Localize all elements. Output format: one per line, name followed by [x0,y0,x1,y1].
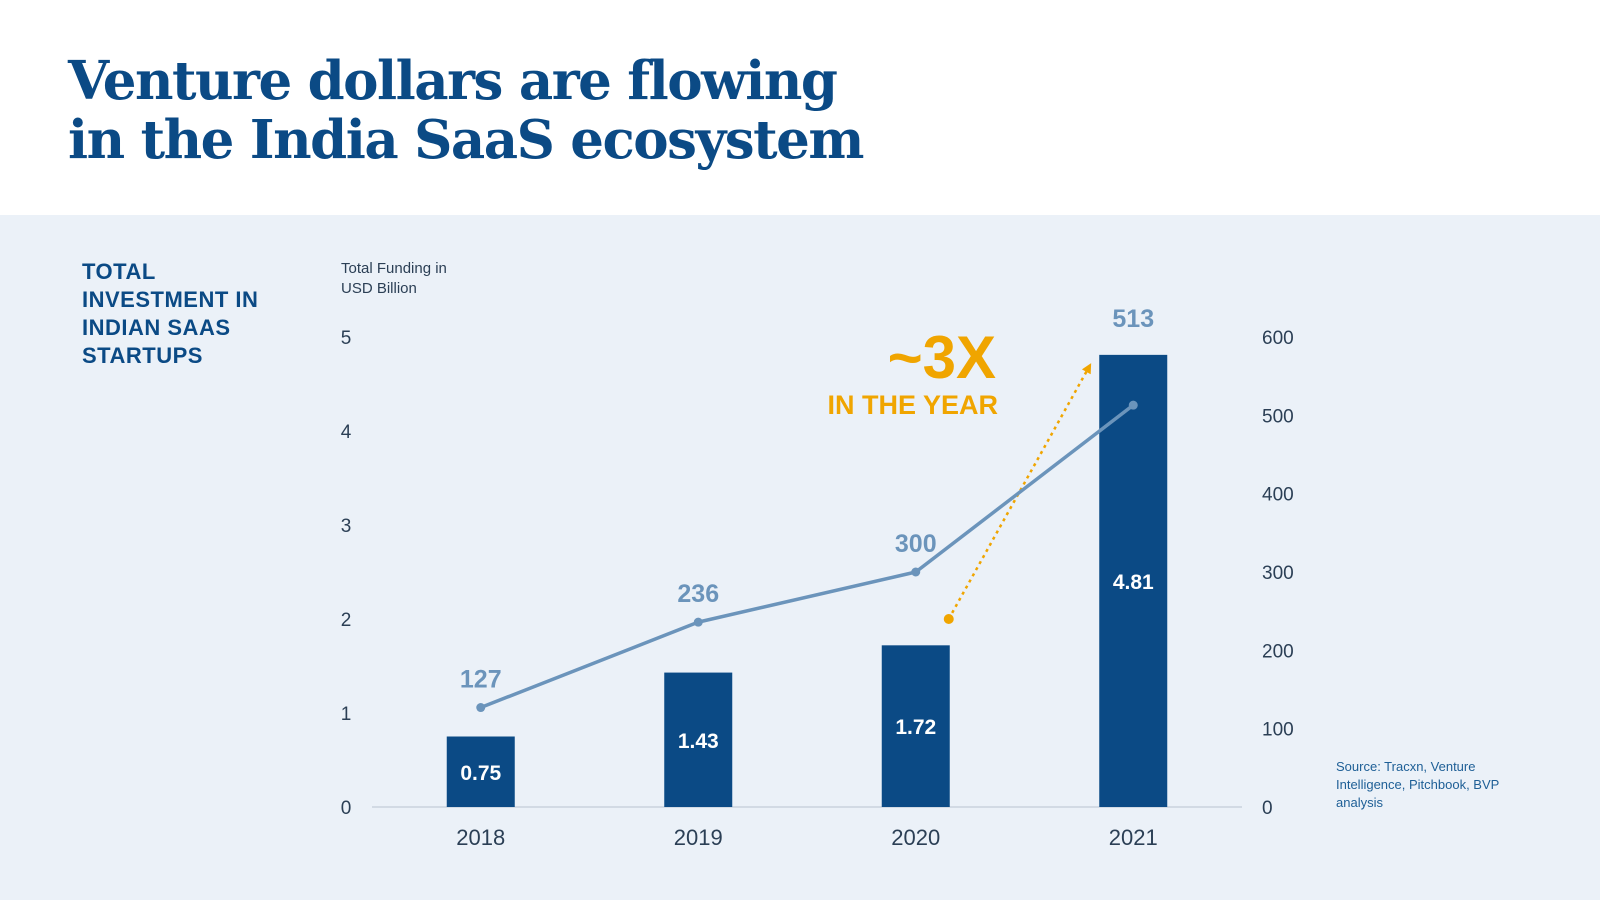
section-label-line: INDIAN SAAS [82,315,231,340]
section-label-line: STARTUPS [82,343,203,368]
line-value-label: 127 [460,666,502,694]
section-label-line: TOTAL [82,259,156,284]
x-tick-label: 2021 [1109,825,1158,850]
y-axis-title-line: Total Funding in [341,260,447,277]
right-tick-label: 600 [1262,328,1294,349]
growth-arrow-head [1081,363,1092,375]
x-tick-label: 2020 [891,825,940,850]
bar [1099,354,1168,807]
y-axis-title: Total Funding in USD Billion [341,259,447,299]
left-tick-label: 3 [341,516,352,537]
bar-value-label: 1.72 [895,716,936,739]
source-line: Source: Tracxn, Venture [1336,759,1476,774]
left-tick-label: 0 [341,798,352,819]
callout-multiplier: ~3X [888,324,996,391]
bars: 0.75 1.43 1.72 4.81 [446,354,1168,807]
left-tick-label: 5 [341,328,352,349]
source-note: Source: Tracxn, Venture Intelligence, Pi… [1336,758,1499,812]
left-tick-label: 1 [341,704,352,725]
x-axis-ticks: 2018 2019 2020 2021 [456,825,1157,850]
bar [664,672,733,807]
right-axis-ticks: 0 100 200 300 400 500 600 [1262,328,1294,819]
right-tick-label: 200 [1262,641,1294,662]
bar-value-label: 4.81 [1113,571,1154,594]
chart-section-label: TOTAL INVESTMENT IN INDIAN SAAS STARTUPS [82,258,258,370]
left-axis-ticks: 0 1 2 3 4 5 [341,328,352,819]
bar [881,645,950,807]
right-tick-label: 500 [1262,406,1294,427]
line-value-label: 300 [895,530,937,558]
growth-arrow-line [947,367,1090,620]
line-path [480,403,1135,710]
callout-caption: IN THE YEAR [827,390,998,420]
x-tick-label: 2019 [674,825,723,850]
y-axis-title-line: USD Billion [341,280,417,297]
x-tick-label: 2018 [456,825,505,850]
growth-arrow [943,363,1092,624]
section-label-line: INVESTMENT IN [82,287,259,312]
line-point [476,703,486,713]
growth-arrow-origin-dot [943,614,954,624]
title-line-1: Venture dollars are flowing [68,50,838,112]
source-line: Intelligence, Pitchbook, BVP [1336,777,1500,792]
page-title: Venture dollars are flowing in the India… [68,50,864,171]
line-series: 127 236 300 513 [460,305,1154,713]
line-value-label: 513 [1112,305,1154,333]
right-tick-label: 100 [1262,720,1294,741]
right-tick-label: 300 [1262,563,1294,584]
line-value-label: 236 [677,580,719,608]
source-line: analysis [1336,795,1383,810]
bar-value-label: 0.75 [460,762,501,785]
line-point [1128,400,1138,410]
bar-value-label: 1.43 [678,730,719,753]
title-line-2: in the India SaaS ecosystem [68,109,864,171]
right-tick-label: 0 [1262,798,1273,819]
line-point [911,567,921,577]
chart-panel [0,215,1600,900]
right-tick-label: 400 [1262,485,1294,506]
left-tick-label: 4 [341,422,352,443]
bar [446,736,515,807]
header: Venture dollars are flowing in the India… [0,0,1600,215]
left-tick-label: 2 [341,610,352,631]
line-point [693,617,703,627]
